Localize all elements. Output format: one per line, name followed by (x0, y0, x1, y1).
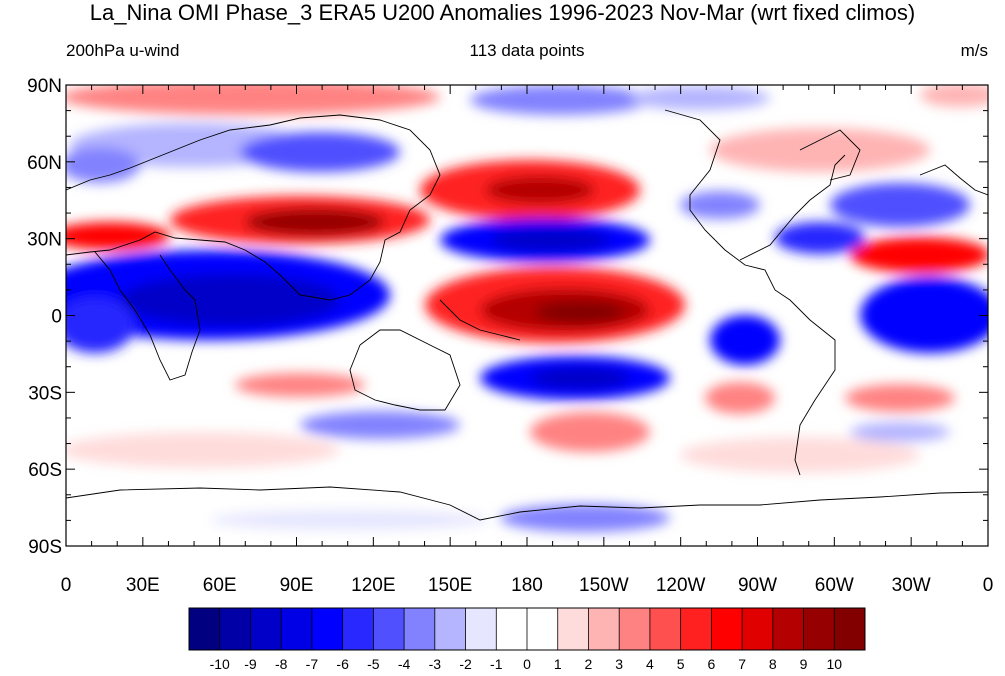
colorbar-label: 10 (826, 656, 842, 672)
lat-label: 60N (27, 153, 62, 174)
colorbar-swatch (250, 608, 282, 650)
colorbar-label: -7 (306, 656, 319, 672)
lon-label: 120W (656, 575, 706, 596)
colorbar-swatch (619, 608, 651, 650)
colorbar-swatch (834, 608, 866, 650)
lon-label: 90W (738, 575, 777, 596)
colorbar-swatch (527, 608, 559, 650)
colorbar-label: 1 (554, 656, 562, 672)
colorbar-label: 4 (646, 656, 654, 672)
colorbar-label: -6 (336, 656, 349, 672)
lat-label: 90N (27, 76, 62, 97)
colorbar: -10 -9 -8 -7 -6 -5 -4 -3 -2 -1 0 1 2 3 4 5 6 7 8 9 10 (188, 607, 866, 672)
colorbar-label: 3 (615, 656, 623, 672)
lon-label: 180 (511, 575, 543, 596)
colorbar-label: 7 (738, 656, 746, 672)
colorbar-label: -5 (367, 656, 380, 672)
lon-label: 150W (579, 575, 629, 596)
colorbar-label: -9 (244, 656, 257, 672)
lon-label: 90E (280, 575, 314, 596)
colorbar-label: 8 (769, 656, 777, 672)
colorbar-label: 0 (523, 656, 531, 672)
colorbar-label: -3 (429, 656, 442, 672)
colorbar-label: 2 (585, 656, 593, 672)
colorbar-swatch (557, 608, 589, 650)
lon-label: 0 (61, 575, 72, 596)
colorbar-swatch (711, 608, 743, 650)
colorbar-swatch (742, 608, 774, 650)
colorbar-label: 6 (707, 656, 715, 672)
colorbar-swatch (281, 608, 313, 650)
colorbar-swatch (434, 608, 466, 650)
lat-label: 30S (28, 383, 62, 404)
colorbar-label: -4 (398, 656, 411, 672)
colorbar-label: -8 (275, 656, 288, 672)
colorbar-label: 5 (677, 656, 685, 672)
coastlines (66, 109, 988, 521)
anomaly-fill-layer (66, 85, 988, 532)
sample-count-label: 113 data points (469, 41, 585, 60)
colorbar-label: 9 (800, 656, 808, 672)
lon-label: 150E (428, 575, 472, 596)
lon-label: 30E (126, 575, 160, 596)
colorbar-swatch (465, 608, 497, 650)
colorbar-swatch (219, 608, 251, 650)
figure-title: La_Nina OMI Phase_3 ERA5 U200 Anomalies … (89, 0, 916, 25)
lon-label: 120E (351, 575, 395, 596)
lat-label: 90S (28, 537, 62, 558)
colorbar-label: -10 (210, 656, 230, 672)
colorbar-swatch (189, 608, 221, 650)
lon-label: 60E (203, 575, 237, 596)
colorbar-swatch (404, 608, 436, 650)
colorbar-swatch (680, 608, 712, 650)
colorbar-swatch (588, 608, 620, 650)
lat-label: 30N (27, 230, 62, 251)
lon-label: 30W (892, 575, 931, 596)
lon-label: 0 (983, 575, 994, 596)
colorbar-label: -1 (490, 656, 503, 672)
colorbar-swatch (803, 608, 835, 650)
lat-label: 60S (28, 460, 62, 481)
units-label: m/s (960, 41, 988, 60)
colorbar-swatch (772, 608, 804, 650)
axis-ticks (65, 84, 989, 547)
colorbar-frame (188, 607, 866, 651)
colorbar-swatch (496, 608, 528, 650)
colorbar-swatch (342, 608, 374, 650)
colorbar-swatch (649, 608, 681, 650)
colorbar-swatch (311, 608, 343, 650)
map-panel: 90N 60N 30N 0 30S 60S 90S 0 30E 60E 90E 120E 150E 180… (27, 76, 993, 596)
colorbar-swatch (373, 608, 405, 650)
colorbar-label: -2 (459, 656, 472, 672)
lon-label: 60W (815, 575, 854, 596)
axis-labels: 90N 60N 30N 0 30S 60S 90S 0 30E 60E 90E 120E 150E 180… (27, 76, 993, 596)
variable-label: 200hPa u-wind (66, 41, 180, 60)
lat-label: 0 (51, 307, 62, 328)
